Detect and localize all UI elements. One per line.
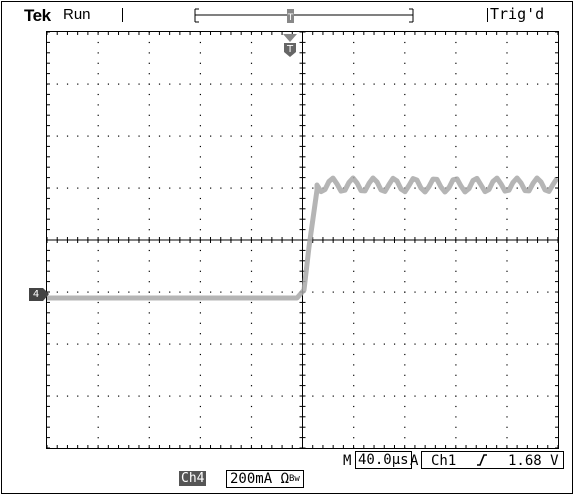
trigger-channel: Ch1 — [431, 453, 457, 469]
trigger-status: Trig'd — [490, 5, 545, 23]
header-divider — [122, 8, 123, 22]
graticule-svg — [47, 32, 558, 448]
svg-text:T: T — [287, 13, 294, 23]
acquisition-state: Run — [63, 6, 91, 23]
channel-4-scale[interactable]: 200mA ΩBw — [226, 470, 304, 488]
main-timebase-prefix: M — [343, 453, 352, 469]
trigger-level: 1.68 V — [508, 453, 559, 469]
record-bar: T — [194, 8, 414, 23]
header-divider — [487, 8, 488, 22]
trigger-position-icon: T — [287, 9, 294, 23]
channel-4-trace — [47, 175, 558, 301]
brand-logo: Tek — [24, 6, 51, 25]
trigger-source-prefix: A — [410, 453, 419, 469]
channel-scale-value: 200mA Ω — [230, 471, 290, 487]
channel-4-tag: Ch4 — [179, 471, 207, 486]
trigger-readout-box[interactable] — [421, 451, 564, 469]
trigger-marker-label: T — [286, 44, 294, 55]
channel-4-marker-label: 4 — [32, 289, 40, 300]
timebase-readout[interactable]: 40.0µs — [355, 451, 412, 469]
bandwidth-limit-indicator: Bw — [289, 474, 300, 484]
rising-edge-icon — [477, 454, 487, 466]
graticule — [46, 31, 559, 449]
trigger-marker-icon: T — [283, 34, 297, 57]
channel-4-ground-marker[interactable]: 4 — [29, 288, 49, 301]
